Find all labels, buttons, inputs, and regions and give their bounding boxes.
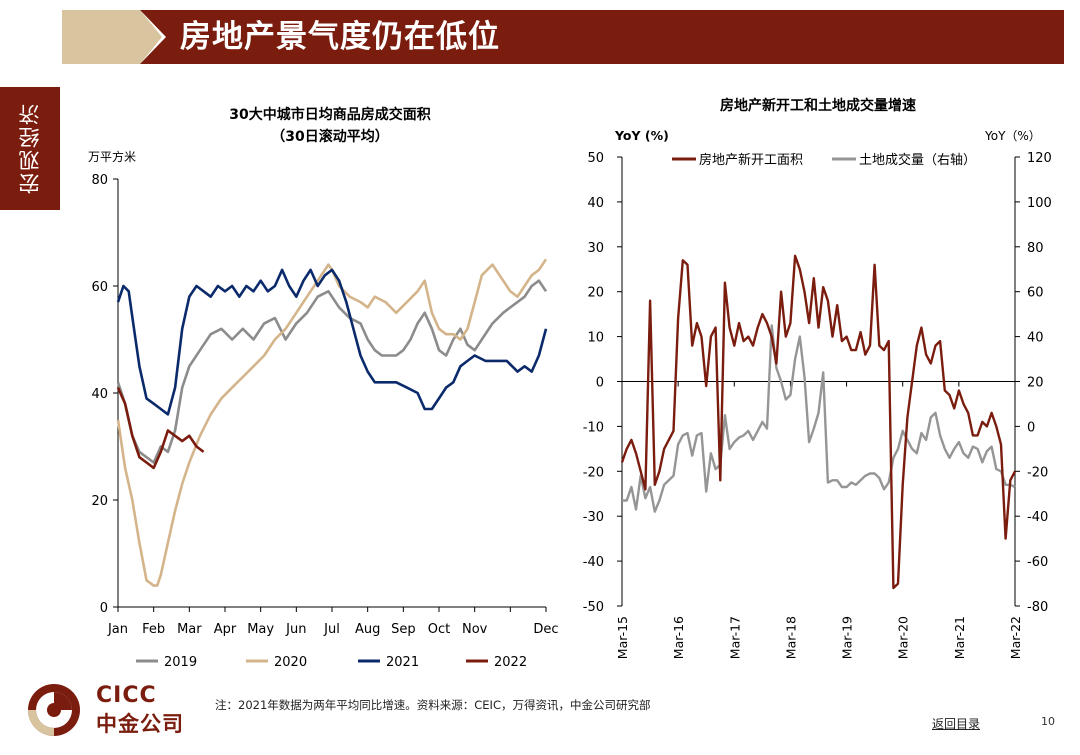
right-right-tick-label: -80: [1027, 600, 1048, 615]
left-x-tick-label: Dec: [533, 622, 558, 637]
left-chart-title: 30大中城市日均商品房成交面积: [229, 106, 430, 123]
series-line-2021: [116, 268, 548, 416]
right-left-tick-label: -20: [583, 465, 604, 480]
left-chart: 30大中城市日均商品房成交面积 （30日滚动平均） 万平方米 0 20 40 60 80 Jan…: [88, 106, 559, 670]
right-left-tick-label: -50: [583, 600, 604, 615]
right-left-tick-label: 30: [587, 241, 604, 256]
legend-label-land: 土地成交量（右轴）: [859, 152, 976, 168]
legend-label-2022: 2022: [494, 655, 527, 670]
right-right-tick-label: -40: [1027, 510, 1048, 525]
footnote: 注：2021年数据为两年平均同比增速。资料来源：CEIC，万得资讯，中金公司研究…: [215, 698, 651, 712]
right-x-tick-label: Mar-22: [1008, 616, 1023, 659]
series-line-土地成交量（右轴）: [622, 324, 1016, 513]
logo-text-cn: 中金公司: [96, 712, 184, 736]
legend-label-new-starts: 房地产新开工面积: [699, 152, 803, 168]
right-left-tick-label: -10: [583, 420, 604, 435]
series-line-2022: [116, 387, 205, 470]
series-line-2020: [116, 258, 548, 587]
left-x-tick-label: Oct: [428, 622, 450, 637]
legend-label-2020: 2020: [274, 655, 307, 670]
right-x-tick-label: Mar-19: [840, 616, 855, 659]
right-left-tick-label: 20: [587, 286, 604, 301]
right-x-tick-label: Mar-17: [727, 616, 742, 659]
right-right-tick-label: -60: [1027, 555, 1048, 570]
right-chart-ylabel-left: YoY (%): [614, 128, 669, 143]
series-line-房地产新开工面积: [620, 254, 1017, 590]
left-x-tick-label: Jan: [107, 622, 128, 637]
right-left-tick-label: 0: [596, 376, 604, 391]
left-y-tick-label: 40: [91, 387, 108, 402]
header-accent-block: [62, 10, 140, 64]
left-x-tick-label: May: [247, 622, 274, 637]
logo-text-en: CICC: [96, 683, 157, 708]
left-chart-subtitle: （30日滚动平均）: [271, 128, 388, 145]
right-chart-ylabel-right: YoY（%）: [984, 129, 1041, 143]
right-x-tick-label: Mar-15: [615, 616, 630, 659]
right-left-tick-label: 10: [587, 331, 604, 346]
header-bar: [140, 10, 1064, 64]
left-x-tick-label: Nov: [462, 622, 488, 637]
right-right-tick-label: 80: [1027, 241, 1044, 256]
right-x-tick-label: Mar-20: [896, 616, 911, 659]
legend-label-2021: 2021: [386, 655, 419, 670]
left-y-tick-label: 20: [91, 494, 108, 509]
left-x-tick-label: Feb: [142, 622, 165, 637]
right-right-tick-label: 120: [1027, 151, 1052, 166]
left-y-tick-label: 60: [91, 280, 108, 295]
side-tab[interactable]: 宏观经济: [0, 87, 60, 210]
right-chart-title: 房地产新开工和土地成交量增速: [720, 97, 916, 114]
right-right-tick-label: -20: [1027, 465, 1048, 480]
right-right-tick-label: 0: [1027, 420, 1035, 435]
left-x-tick-label: Mar: [177, 622, 202, 637]
left-chart-ylabel: 万平方米: [88, 149, 136, 164]
side-tab-label: 宏观经济: [18, 102, 42, 195]
left-x-tick-label: Apr: [214, 622, 237, 637]
left-x-tick-label: Jun: [285, 622, 306, 637]
right-right-tick-label: 20: [1027, 376, 1044, 391]
cicc-logo: [28, 684, 80, 736]
series-line-2019: [116, 279, 548, 464]
left-y-tick-label: 0: [100, 601, 108, 616]
right-x-tick-label: Mar-18: [783, 616, 798, 659]
left-y-tick-label: 80: [91, 173, 108, 188]
left-x-tick-label: Aug: [355, 622, 380, 637]
left-x-tick-label: Sep: [391, 622, 416, 637]
right-right-tick-label: 60: [1027, 286, 1044, 301]
right-left-tick-label: -30: [583, 510, 604, 525]
right-right-tick-label: 100: [1027, 196, 1052, 211]
right-left-tick-label: 40: [587, 196, 604, 211]
left-x-tick-label: Jul: [323, 622, 340, 637]
right-left-tick-label: -40: [583, 555, 604, 570]
legend-label-2019: 2019: [164, 655, 197, 670]
right-x-tick-label: Mar-21: [952, 616, 967, 659]
right-chart: 房地产新开工和土地成交量增速 YoY (%) YoY（%） -50 -40 -30 -20 -…: [583, 97, 1052, 659]
right-x-tick-label: Mar-16: [671, 616, 686, 659]
back-to-contents-link[interactable]: 返回目录: [932, 717, 981, 731]
page-title: 房地产景气度仍在低位: [180, 19, 500, 55]
right-left-tick-label: 50: [587, 151, 604, 166]
right-right-tick-label: 40: [1027, 331, 1044, 346]
page-number: 10: [1041, 715, 1055, 728]
